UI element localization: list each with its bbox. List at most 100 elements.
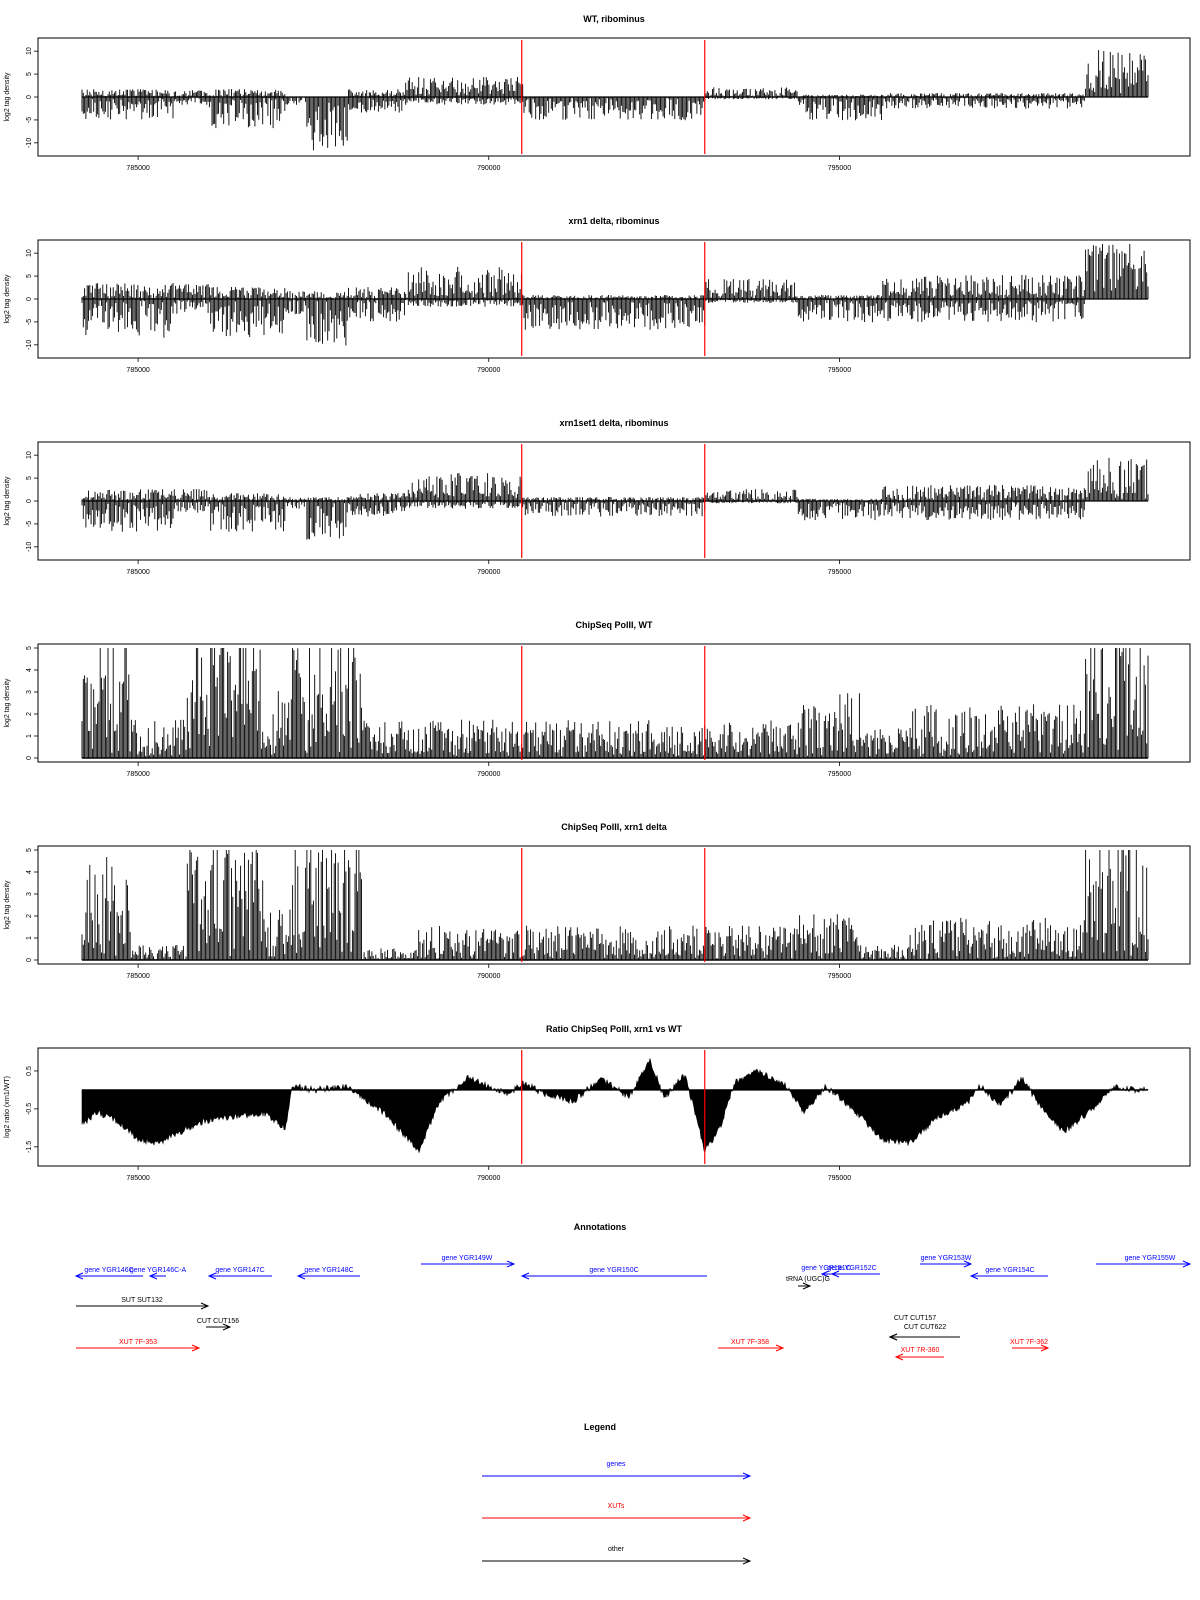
annotation-feature: XUT 7F-362 — [1010, 1339, 1050, 1352]
signal-series — [81, 50, 1149, 151]
feature-label: gene YGR149W — [442, 1255, 493, 1262]
legend-item-gene: genes — [482, 1461, 752, 1480]
annotation-feature: CUT CUT622 — [888, 1324, 960, 1341]
panel-title: xrn1 delta, ribominus — [568, 216, 659, 226]
panel-title: ChipSeq PolII, WT — [576, 620, 653, 630]
y-tick-label: 2 — [26, 914, 33, 918]
feature-label: gene YGR150C — [589, 1267, 638, 1274]
feature-arrow-arrowhead — [894, 1353, 904, 1361]
feature-label: gene YGR151C — [801, 1265, 850, 1272]
annotation-feature: CUT CUT156 — [197, 1318, 239, 1331]
x-tick-label: 790000 — [477, 973, 500, 980]
y-tick-label: 4 — [26, 668, 33, 672]
annotation-feature: XUT 7F-353 — [76, 1339, 201, 1352]
y-axis-label: log2 tag density — [4, 476, 11, 526]
annotation-feature: gene YGR149W — [421, 1255, 516, 1268]
y-tick-label: 0.5 — [26, 1066, 33, 1076]
feature-label: gene YGR155W — [1125, 1255, 1176, 1262]
signal-series — [81, 850, 1149, 961]
annotation-feature: gene YGR152C — [827, 1265, 880, 1278]
y-tick-label: 5 — [26, 274, 33, 278]
y-tick-label: 5 — [26, 476, 33, 480]
y-tick-label: 1 — [26, 936, 33, 940]
legend-arrow-arrowhead — [742, 1514, 752, 1522]
y-tick-label: 0 — [26, 958, 33, 962]
panel-xrn1set1-ribominus: xrn1set1 delta, ribominus log2 tag densit… — [4, 418, 1191, 576]
y-tick-label: -10 — [26, 542, 33, 552]
y-tick-label: -10 — [26, 138, 33, 148]
feature-label: XUT 7R-360 — [901, 1347, 940, 1354]
x-tick-label: 790000 — [477, 771, 500, 778]
y-tick-label: 10 — [26, 451, 33, 459]
feature-arrow-arrowhead — [296, 1272, 306, 1280]
feature-label: gene YGR153W — [921, 1255, 972, 1262]
y-tick-label: -5 — [26, 521, 33, 527]
feature-arrow-arrowhead — [802, 1282, 812, 1290]
y-tick-label: 5 — [26, 72, 33, 76]
signal-series — [81, 1058, 1149, 1154]
feature-label: SUT SUT132 — [121, 1297, 163, 1304]
x-tick-label: 785000 — [126, 165, 149, 172]
y-axis-label: log2 ratio (xrn1/WT) — [4, 1076, 11, 1138]
y-tick-label: -5 — [26, 117, 33, 123]
panel-chipseq-xrn1: ChipSeq PolII, xrn1 delta log2 tag densit… — [4, 822, 1191, 980]
signal-series — [81, 244, 1149, 346]
feature-label: XUT 7F-358 — [731, 1339, 769, 1346]
signal-bars — [81, 457, 1149, 540]
x-tick-label: 795000 — [828, 771, 851, 778]
annotation-feature: XUT 7F-358 — [718, 1339, 785, 1352]
y-tick-label: 5 — [26, 646, 33, 650]
x-tick-label: 795000 — [828, 367, 851, 374]
y-tick-label: 2 — [26, 712, 33, 716]
legend-label: other — [608, 1546, 625, 1553]
x-tick-label: 785000 — [126, 367, 149, 374]
x-tick-label: 795000 — [828, 569, 851, 576]
signal-series — [81, 457, 1149, 540]
panel-wt-ribominus: WT, ribominus log2 tag density 10 5 0 -5 -10 78… — [4, 14, 1191, 172]
plot-frame — [37, 643, 1191, 763]
panel-title: ChipSeq PolII, xrn1 delta — [561, 822, 668, 832]
feature-label: gene YGR147C — [215, 1267, 264, 1274]
feature-label: CUT CUT622 — [904, 1324, 946, 1331]
y-axis-label: log2 tag density — [4, 880, 11, 930]
plot-frame — [37, 1047, 1191, 1167]
feature-arrow-arrowhead — [207, 1272, 217, 1280]
legend-items: genes XUTs other — [482, 1461, 752, 1565]
panel-ratio: Ratio ChipSeq PolII, xrn1 vs WT log2 rati… — [4, 1024, 1191, 1182]
ratio-area — [81, 1058, 1149, 1154]
feature-arrow-arrowhead — [506, 1260, 516, 1268]
annotation-feature: gene YGR155W — [1096, 1255, 1192, 1268]
x-tick-label: 790000 — [477, 569, 500, 576]
feature-arrow-arrowhead — [520, 1272, 530, 1280]
y-tick-label: 3 — [26, 892, 33, 896]
feature-arrow-arrowhead — [191, 1344, 201, 1352]
y-tick-label: 4 — [26, 870, 33, 874]
x-tick-label: 785000 — [126, 973, 149, 980]
annotation-feature: SUT SUT132 — [76, 1297, 210, 1310]
annotation-feature: gene YGR153W — [920, 1255, 973, 1268]
feature-label: XUT 7F-353 — [119, 1339, 157, 1346]
annotation-feature: gene YGR150C — [520, 1267, 707, 1280]
panel-chipseq-wt: ChipSeq PolII, WT log2 tag density 5 4 3 2 1 0 7… — [4, 620, 1191, 778]
annotation-feature: gene YGR147C — [207, 1267, 272, 1280]
y-tick-label: 5 — [26, 848, 33, 852]
legend-title: Legend — [584, 1422, 616, 1432]
feature-arrow-arrowhead — [222, 1323, 232, 1331]
feature-arrow-arrowhead — [830, 1270, 840, 1278]
y-tick-label: -0.5 — [26, 1103, 33, 1115]
annotation-feature: gene YGR148C — [296, 1267, 360, 1280]
feature-arrow-arrowhead — [888, 1333, 898, 1341]
y-tick-label: -1.5 — [26, 1141, 33, 1153]
feature-label: gene YGR148C — [304, 1267, 353, 1274]
feature-arrow-arrowhead — [1040, 1344, 1050, 1352]
annotation-feature: gene YGR146C-A — [130, 1267, 186, 1280]
annotation-feature: gene YGR154C — [969, 1267, 1048, 1280]
feature-arrow-arrowhead — [200, 1302, 210, 1310]
y-tick-label: 0 — [26, 297, 33, 301]
annotation-feature: tRNA (UGC)G — [786, 1276, 830, 1290]
feature-arrow-arrowhead — [74, 1272, 84, 1280]
plot-frame — [37, 845, 1191, 965]
